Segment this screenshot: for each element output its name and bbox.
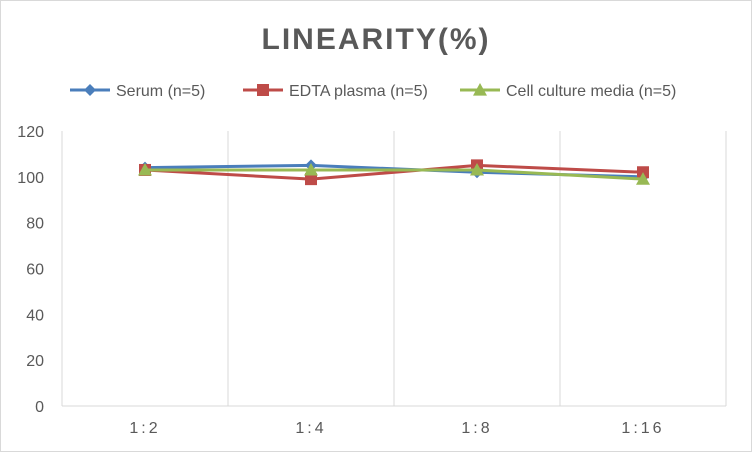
series-layer — [138, 159, 650, 186]
y-tick-label: 0 — [35, 399, 44, 416]
y-tick-label: 60 — [26, 262, 44, 279]
y-tick-label: 80 — [26, 216, 44, 233]
legend-label: Cell culture media (n=5) — [506, 83, 676, 100]
x-tick-label: 1:4 — [295, 420, 326, 437]
data-point — [304, 162, 318, 176]
y-tick-label: 40 — [26, 307, 44, 324]
legend-entry: EDTA plasma (n=5) — [243, 83, 428, 100]
x-tick-label: 1:8 — [461, 420, 492, 437]
y-tick-label: 20 — [26, 353, 44, 370]
legend-label: EDTA plasma (n=5) — [289, 83, 428, 100]
data-point — [305, 173, 317, 186]
series-2 — [138, 162, 650, 185]
y-tick-label: 120 — [17, 124, 44, 141]
chart-title: LINEARITY(%) — [262, 23, 491, 56]
x-tick-label: 1:16 — [621, 420, 664, 437]
series-line — [144, 163, 644, 181]
x-tick-label: 1:2 — [129, 420, 160, 437]
legend-marker — [84, 84, 96, 96]
legend-entry: Cell culture media (n=5) — [460, 83, 676, 100]
series-line — [145, 168, 644, 181]
legend: Serum (n=5) EDTA plasma (n=5) Cell culture… — [70, 83, 676, 100]
legend-entry: Serum (n=5) — [70, 83, 205, 100]
data-point — [138, 162, 152, 176]
axes: 0 20 40 60 80 100 120 1:2 1:4 1:8 1:16 — [17, 124, 726, 437]
legend-marker — [473, 83, 487, 96]
y-tick-label: 100 — [17, 170, 44, 187]
legend-marker — [257, 84, 269, 96]
grid — [61, 131, 727, 406]
data-point — [470, 162, 484, 176]
data-point — [636, 172, 650, 185]
legend-label: Serum (n=5) — [116, 83, 205, 100]
